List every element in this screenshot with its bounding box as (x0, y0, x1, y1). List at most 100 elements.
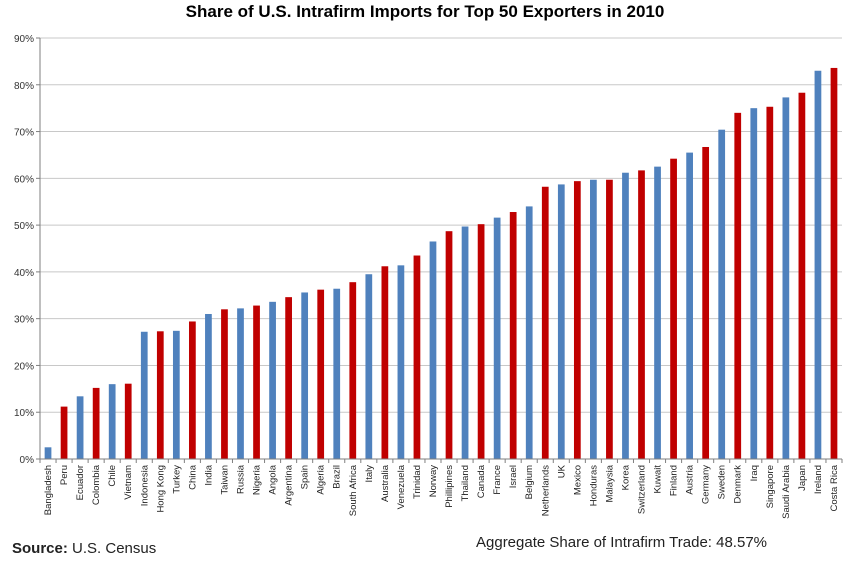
x-tick-label: China (187, 464, 198, 490)
bar-honduras (590, 179, 597, 459)
x-tick-label: Singapore (765, 465, 776, 508)
bar-kuwait (654, 166, 661, 459)
x-axis-ticks: Bangladesh Peru Ecuador Colombia Chile Vietna… (39, 459, 843, 519)
x-tick-label: Belgium (524, 465, 535, 499)
bar-canada (477, 224, 485, 459)
x-tick-label: Saudi Arabia (781, 464, 792, 519)
x-tick-label: Iraq (749, 465, 760, 481)
x-tick-label: South Africa (348, 464, 359, 516)
x-tick-label: Venezuela (396, 464, 407, 509)
x-tick-label: Phillipines (444, 465, 455, 508)
bar-germany (702, 146, 710, 459)
x-tick-label: Malaysia (604, 464, 615, 502)
bar-iraq (750, 108, 758, 460)
x-tick-label: Thailand (460, 465, 471, 501)
x-tick-label: Honduras (588, 465, 599, 506)
bar-ecuador (76, 396, 84, 459)
x-tick-label: Japan (797, 465, 808, 491)
bar-korea (622, 172, 629, 459)
bar-hong-kong (156, 331, 164, 459)
bar-malaysia (606, 179, 613, 459)
x-tick-label: Vietnam (123, 465, 134, 500)
bar-belgium (525, 206, 533, 459)
bar-taiwan (221, 309, 228, 459)
bar-netherlands (541, 186, 549, 459)
bar-uk (557, 184, 565, 460)
bar-argentina (285, 297, 292, 459)
bar-france (493, 217, 501, 459)
y-tick-label: 90% (14, 34, 34, 45)
x-tick-label: Finland (669, 465, 680, 496)
bar-singapore (766, 106, 774, 459)
y-tick-label: 20% (14, 361, 34, 372)
y-tick-label: 0% (20, 455, 35, 466)
x-tick-label: Angola (268, 464, 279, 494)
x-tick-label: Hong Kong (155, 465, 166, 513)
x-tick-label: Kuwait (653, 465, 664, 494)
bar-russia (237, 308, 244, 459)
x-tick-label: Costa Rica (829, 464, 840, 511)
bar-spain (301, 292, 309, 459)
x-tick-label: Turkey (171, 465, 182, 494)
bar-india (205, 313, 212, 459)
bar-algeria (317, 289, 325, 459)
y-tick-label: 80% (14, 81, 34, 92)
bar-turkey (172, 330, 180, 459)
x-tick-label: Russia (236, 464, 247, 494)
y-tick-label: 70% (14, 128, 34, 139)
bar-sweden (718, 129, 726, 459)
bar-japan (798, 92, 806, 459)
bar-chart: 0% 10% 20% 30% 40% 50% 60% 70% 80% 90% Bangladesh… (14, 34, 843, 519)
source-note: Source: U.S. Census (12, 540, 156, 557)
bar-venezuela (397, 265, 405, 459)
bar-israel (509, 212, 517, 459)
x-tick-label: Denmark (733, 465, 744, 504)
x-tick-label: Colombia (91, 464, 102, 505)
y-tick-label: 50% (14, 221, 34, 232)
bar-bangladesh (44, 447, 52, 459)
bar-saudi-arabia (782, 97, 790, 459)
source-value: U.S. Census (72, 540, 157, 557)
x-tick-label: Australia (380, 464, 391, 502)
x-tick-label: Trinidad (412, 465, 423, 499)
x-tick-label: Brazil (332, 465, 343, 489)
bar-thailand (461, 226, 469, 459)
bar-china (189, 321, 196, 459)
x-tick-label: Algeria (316, 464, 327, 494)
y-axis-ticks: 0% 10% 20% 30% 40% 50% 60% 70% 80% 90% (14, 34, 40, 466)
bar-angola (269, 301, 276, 459)
bar-australia (381, 266, 389, 459)
y-tick-label: 10% (14, 408, 34, 419)
bar-south-africa (349, 282, 357, 459)
chart-title: Share of U.S. Intrafirm Imports for Top … (185, 2, 665, 21)
bar-brazil (333, 288, 341, 459)
bar-mexico (573, 181, 581, 459)
bar-ireland (814, 70, 822, 459)
x-tick-label: India (203, 464, 214, 485)
x-tick-label: Germany (701, 465, 712, 504)
x-tick-label: Taiwan (219, 465, 230, 495)
bar-costa-rica (830, 67, 838, 459)
x-tick-label: Italy (364, 465, 375, 483)
bar-trinidad (413, 255, 421, 459)
x-tick-label: Israel (508, 465, 519, 488)
aggregate-note: Aggregate Share of Intrafirm Trade: 48.5… (476, 534, 767, 551)
x-tick-label: UK (556, 464, 567, 478)
bar-peru (60, 406, 68, 459)
x-tick-label: Argentina (284, 464, 295, 505)
bar-phillipines (445, 231, 453, 459)
bar-nigeria (253, 305, 260, 459)
x-tick-label: France (492, 465, 503, 495)
bar-italy (365, 274, 373, 459)
bar-indonesia (140, 331, 148, 459)
x-tick-label: Canada (476, 464, 487, 498)
x-tick-label: Ecuador (75, 465, 86, 500)
x-tick-label: Bangladesh (43, 465, 54, 515)
x-tick-label: Austria (685, 464, 696, 494)
bars (44, 67, 838, 460)
x-tick-label: Mexico (572, 465, 583, 495)
x-tick-label: Nigeria (252, 464, 263, 495)
x-tick-label: Sweden (717, 465, 728, 499)
y-tick-label: 60% (14, 174, 34, 185)
bar-chile (108, 384, 116, 459)
